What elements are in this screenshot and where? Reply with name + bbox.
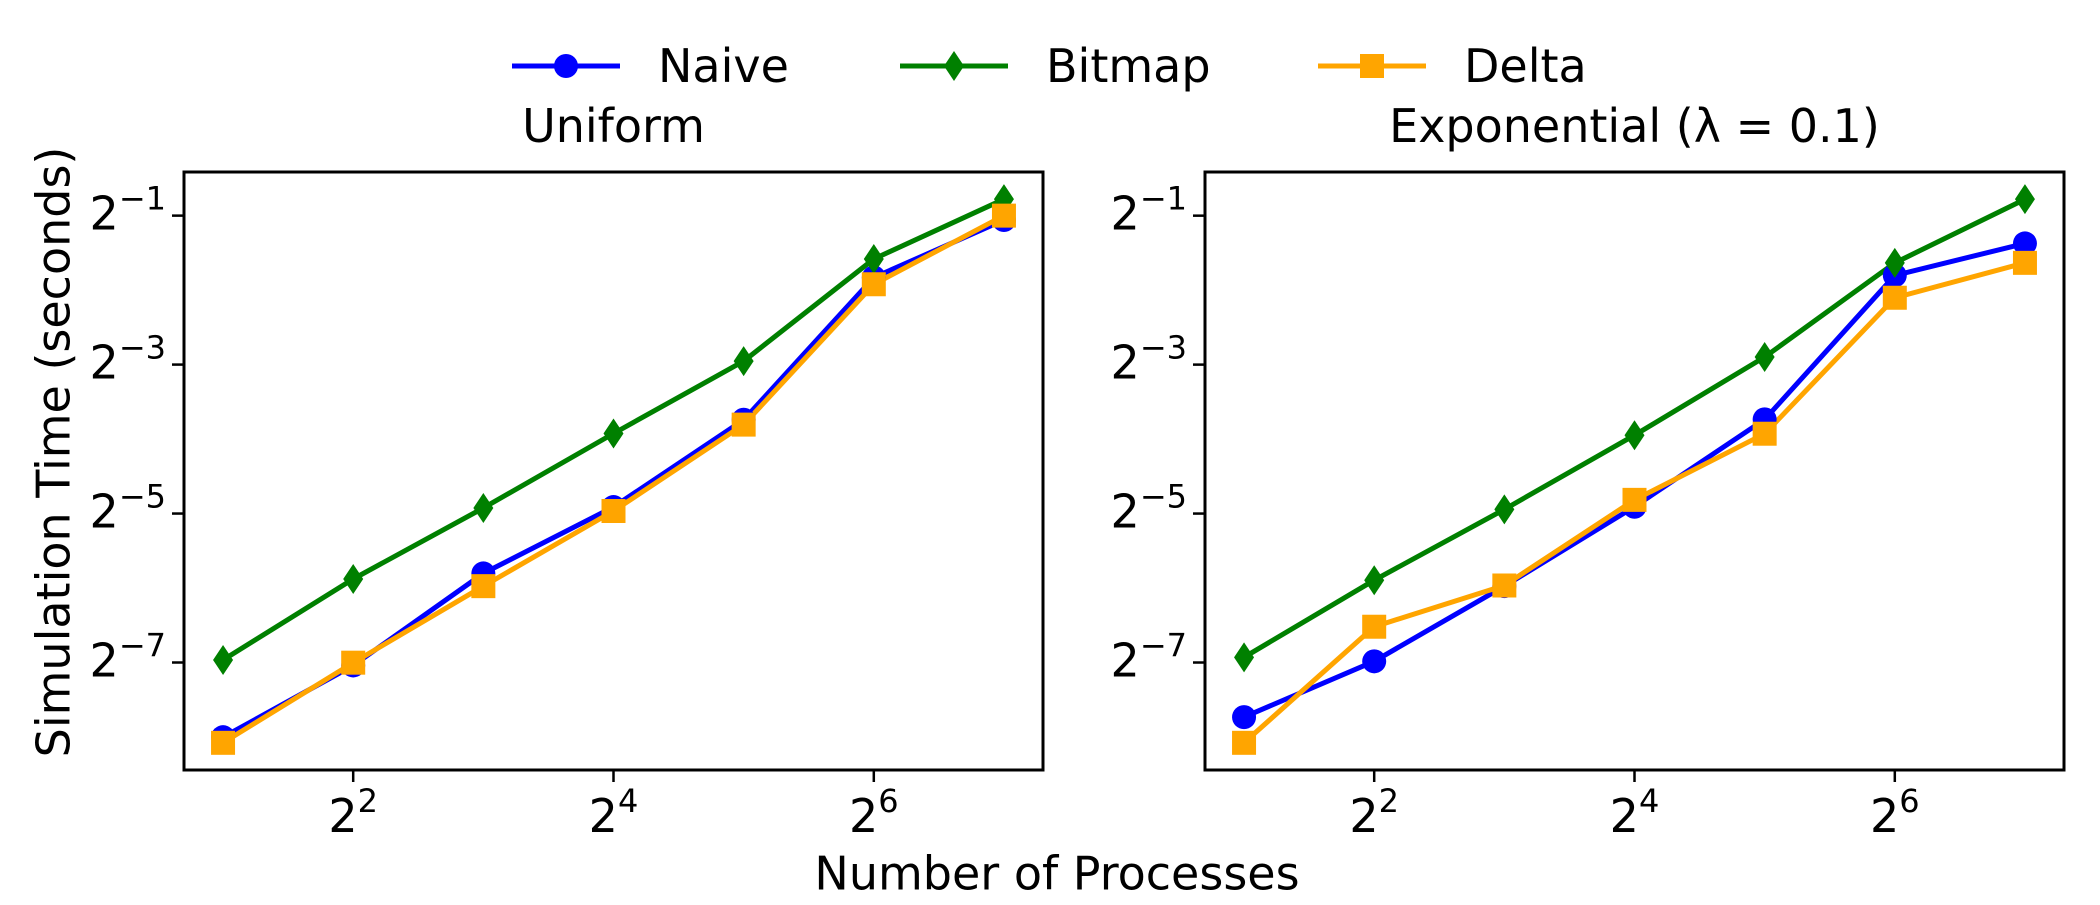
data-point-bitmap	[603, 418, 624, 449]
legend-item-delta: Delta	[1318, 39, 1587, 93]
data-point-delta	[341, 650, 366, 675]
x-tick-label: 24	[1610, 782, 1660, 843]
legend-label: Naive	[658, 39, 789, 93]
data-point-bitmap	[1494, 494, 1515, 525]
y-tick-label: 2−1	[1111, 180, 1187, 241]
series-line-delta	[221, 213, 1006, 745]
data-point-bitmap	[1884, 247, 1905, 278]
y-tick-label: 2−3	[1111, 329, 1187, 390]
legend-marker	[1360, 54, 1384, 78]
data-point-bitmap	[2014, 184, 2035, 215]
x-tick-label: 22	[328, 782, 378, 843]
legend-label: Delta	[1464, 39, 1587, 93]
legend-item-naive: Naive	[512, 39, 789, 93]
data-point-delta	[2012, 250, 2037, 275]
data-point-delta	[211, 730, 236, 755]
x-tick-label: 22	[1349, 782, 1399, 843]
x-tick-label: 24	[589, 782, 639, 843]
series-line-naive	[1243, 240, 2026, 720]
data-point-delta	[1882, 285, 1907, 310]
chart-panel-exponential: Exponential (λ = 0.1) 22 24 26 2−1 2−3 2−5 2−7	[1111, 99, 2066, 843]
data-point-bitmap	[473, 493, 494, 524]
chart-panel-uniform: Uniform 22 24 26 2−1 2−3 2−5 2−7	[90, 99, 1045, 843]
legend-marker	[944, 51, 964, 81]
data-point-bitmap	[343, 563, 364, 594]
data-point-delta	[471, 574, 496, 599]
y-tick-label: 2−1	[90, 180, 166, 241]
x-tick-label: 26	[849, 782, 899, 843]
data-point-delta	[731, 412, 756, 437]
legend: Naive Bitmap Delta	[512, 39, 1587, 93]
legend-marker	[554, 54, 578, 78]
series-line-naive	[221, 217, 1006, 740]
data-point-delta	[1232, 730, 1257, 755]
data-point-naive	[1232, 705, 1257, 730]
data-point-delta	[861, 272, 886, 297]
y-tick-label: 2−3	[90, 329, 166, 390]
y-tick-label: 2−5	[90, 478, 166, 539]
data-point-delta	[1362, 614, 1387, 639]
data-point-delta	[1492, 573, 1517, 598]
data-point-naive	[2012, 231, 2037, 256]
x-axis-label: Number of Processes	[814, 847, 1299, 901]
y-tick-label: 2−7	[1111, 627, 1187, 688]
data-point-bitmap	[1364, 565, 1385, 596]
data-point-bitmap	[1624, 420, 1645, 451]
data-point-bitmap	[733, 346, 754, 377]
data-point-delta	[1622, 487, 1647, 512]
y-tick-label: 2−5	[1111, 478, 1187, 539]
x-tick-label: 26	[1870, 782, 1920, 843]
data-point-bitmap	[1234, 642, 1255, 673]
data-point-bitmap	[213, 644, 234, 675]
data-point-delta	[991, 203, 1016, 228]
data-point-bitmap	[863, 244, 884, 275]
data-point-bitmap	[1754, 341, 1775, 372]
panel-title: Exponential (λ = 0.1)	[1389, 99, 1880, 153]
legend-item-bitmap: Bitmap	[900, 39, 1211, 93]
data-point-naive	[1362, 649, 1387, 674]
data-point-delta	[601, 499, 626, 524]
y-axis-label: Simulation Time (seconds)	[27, 147, 81, 758]
legend-label: Bitmap	[1046, 39, 1211, 93]
panel-title: Uniform	[522, 99, 705, 153]
y-tick-label: 2−7	[90, 627, 166, 688]
data-point-delta	[1752, 421, 1777, 446]
